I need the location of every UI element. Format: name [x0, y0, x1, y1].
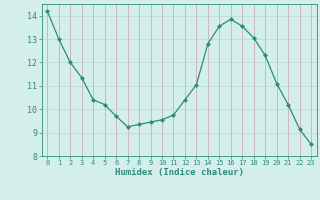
X-axis label: Humidex (Indice chaleur): Humidex (Indice chaleur) — [115, 168, 244, 177]
